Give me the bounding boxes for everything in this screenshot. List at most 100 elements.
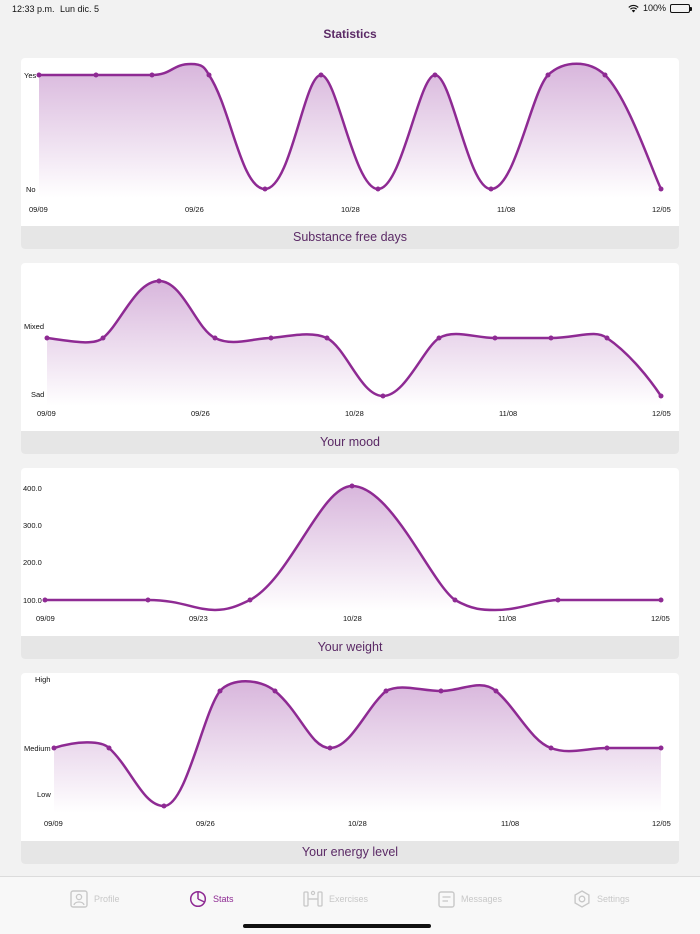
chart-card-weight: 400.0 300.0 200.0 100.0 09/09 09/23 10/2… (21, 468, 679, 659)
data-point (380, 393, 386, 399)
data-point (436, 335, 442, 341)
data-point (604, 335, 610, 341)
data-point (318, 72, 324, 78)
data-point (149, 72, 155, 78)
y-tick-label: Sad (31, 390, 44, 399)
y-tick-label: Yes (24, 71, 36, 80)
tab-exercises[interactable]: Exercises (303, 889, 368, 909)
chart-caption: Your mood (21, 431, 679, 454)
area-fill (54, 681, 661, 813)
data-point (604, 745, 610, 751)
data-point (658, 186, 664, 192)
chart-energy: High Medium Low 09/09 09/26 10/28 11/08 … (24, 675, 671, 828)
person-card-icon (70, 890, 88, 908)
data-point (268, 335, 274, 341)
chart-caption: Substance free days (21, 226, 679, 249)
x-tick-label: 10/28 (348, 819, 367, 828)
data-point (42, 597, 48, 603)
battery-percent: 100% (642, 3, 666, 13)
data-point (247, 597, 253, 603)
data-point (548, 335, 554, 341)
x-tick-label: 12/05 (652, 205, 671, 214)
data-point (93, 72, 99, 78)
data-point (262, 186, 268, 192)
tab-label: Profile (94, 894, 120, 904)
tab-messages[interactable]: Messages (438, 889, 502, 909)
data-point (161, 803, 167, 809)
data-point (100, 335, 106, 341)
x-tick-label: 09/26 (185, 205, 204, 214)
y-tick-label: 400.0 (23, 484, 42, 493)
pie-chart-icon (189, 890, 207, 908)
message-icon (438, 890, 455, 908)
x-tick-label: 11/08 (498, 614, 516, 623)
tab-bar: Profile Stats Exercises Messages Setting… (0, 876, 700, 934)
x-tick-label: 09/26 (191, 409, 210, 418)
data-point (212, 335, 218, 341)
x-tick-label: 11/08 (499, 409, 517, 418)
x-tick-label: 11/08 (497, 205, 515, 214)
x-tick-label: 09/09 (37, 409, 56, 418)
data-point (44, 335, 50, 341)
dumbbell-icon (303, 890, 323, 907)
data-point (106, 745, 112, 751)
data-point (375, 186, 381, 192)
data-point (438, 688, 444, 694)
tab-profile[interactable]: Profile (70, 889, 120, 909)
data-point (492, 335, 498, 341)
chart-substance-free: Yes No 09/09 09/26 10/28 11/08 12/05 (24, 62, 671, 214)
y-tick-label: No (26, 185, 36, 194)
home-indicator (243, 924, 431, 928)
x-tick-label: 12/05 (652, 819, 671, 828)
chart-card-energy: High Medium Low 09/09 09/26 10/28 11/08 … (21, 673, 679, 864)
x-tick-label: 09/23 (189, 614, 208, 623)
tab-label: Exercises (329, 894, 369, 904)
data-point (383, 688, 389, 694)
status-bar: 12:33 p.m. Lun dic. 5 100% (0, 0, 700, 18)
data-point (658, 745, 664, 751)
x-tick-label: 11/08 (501, 819, 519, 828)
tab-settings[interactable]: Settings (573, 889, 630, 909)
area-fill (39, 63, 661, 198)
chart-card-mood: Mixed Sad 09/09 09/26 10/28 11/08 12/05 … (21, 263, 679, 454)
tab-label: Messages (461, 894, 503, 904)
wifi-icon (628, 4, 639, 12)
x-tick-label: 09/09 (36, 614, 55, 623)
data-point (51, 745, 57, 751)
gear-icon (574, 890, 590, 908)
data-point (658, 393, 664, 399)
page-title: Statistics (323, 27, 377, 41)
area-fill (45, 486, 661, 611)
status-right: 100% (628, 3, 692, 13)
tab-label: Settings (597, 894, 630, 904)
data-point (555, 597, 561, 603)
data-point (602, 72, 608, 78)
x-tick-label: 09/09 (44, 819, 63, 828)
chart-mood: Mixed Sad 09/09 09/26 10/28 11/08 12/05 (24, 278, 671, 418)
data-point (658, 597, 664, 603)
data-point (327, 745, 333, 751)
data-point (272, 688, 278, 694)
data-point (145, 597, 151, 603)
y-tick-label: Mixed (24, 322, 44, 331)
x-tick-label: 10/28 (345, 409, 364, 418)
tab-stats[interactable]: Stats (189, 889, 234, 909)
x-tick-label: 10/28 (341, 205, 360, 214)
y-tick-label: Low (37, 790, 51, 799)
x-tick-label: 10/28 (343, 614, 362, 623)
chart-card-substance-free: Yes No 09/09 09/26 10/28 11/08 12/05 Sub… (21, 58, 679, 249)
area-fill (47, 281, 661, 406)
y-tick-label: High (35, 675, 50, 684)
tab-label: Stats (213, 894, 234, 904)
x-tick-label: 09/09 (29, 205, 48, 214)
data-point (432, 72, 438, 78)
y-tick-label: 100.0 (23, 596, 42, 605)
data-point (206, 72, 212, 78)
chart-caption: Your weight (21, 636, 679, 659)
battery-icon (670, 3, 692, 13)
chart-weight: 400.0 300.0 200.0 100.0 09/09 09/23 10/2… (23, 483, 670, 623)
data-point (488, 186, 494, 192)
x-tick-label: 12/05 (651, 614, 670, 623)
chart-caption: Your energy level (21, 841, 679, 864)
y-tick-label: Medium (24, 744, 51, 753)
